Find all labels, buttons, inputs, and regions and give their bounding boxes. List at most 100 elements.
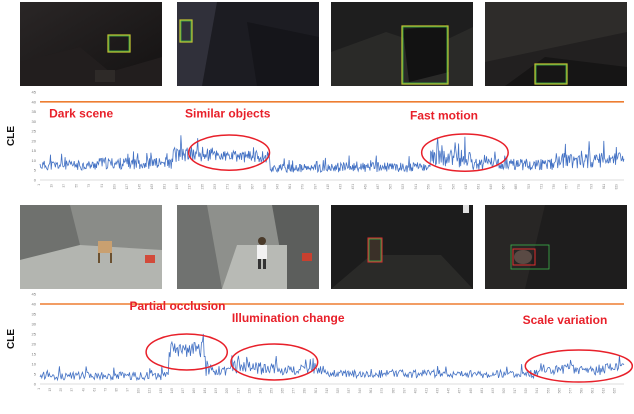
x-tick-label: 775 — [577, 184, 581, 190]
x-tick-label: 73 — [103, 388, 107, 392]
x-tick-label: 523 — [401, 184, 405, 190]
x-tick-label: 265 — [281, 388, 285, 394]
y-tick-label: 5 — [34, 168, 37, 173]
y-tick-label: 45 — [32, 292, 37, 297]
x-tick-label: 181 — [163, 184, 167, 190]
x-tick-label: 517 — [513, 388, 517, 394]
x-tick-label: 325 — [263, 184, 267, 190]
annotation-label: Dark scene — [49, 106, 113, 120]
y-tick-label: 35 — [32, 109, 37, 114]
y-tick-label: 45 — [32, 90, 37, 95]
x-tick-label: 601 — [591, 388, 595, 394]
scene-image — [485, 205, 627, 289]
x-tick-label: 505 — [389, 184, 393, 190]
x-tick-label: 271 — [225, 184, 229, 190]
scene-image — [177, 2, 319, 86]
x-tick-label: 19 — [50, 184, 54, 188]
x-tick-label: 61 — [92, 388, 96, 392]
x-tick-label: 157 — [181, 388, 185, 394]
y-axis-label: CLE — [6, 126, 17, 146]
x-tick-label: 577 — [568, 388, 572, 394]
annotation-label: Fast motion — [410, 108, 478, 122]
y-tick-label: 10 — [32, 362, 37, 367]
x-tick-label: 721 — [539, 184, 543, 190]
x-tick-label: 289 — [238, 184, 242, 190]
x-tick-label: 445 — [447, 388, 451, 394]
x-tick-label: 613 — [464, 184, 468, 190]
scene-image — [177, 205, 319, 289]
x-tick-label: 577 — [439, 184, 443, 190]
x-tick-label: 649 — [489, 184, 493, 190]
thumbnail-dark-close — [485, 205, 627, 289]
x-tick-label: 541 — [535, 388, 539, 394]
y-tick-label: 25 — [32, 129, 37, 134]
x-tick-label: 85 — [114, 388, 118, 392]
x-tick-label: 325 — [336, 388, 340, 394]
x-tick-label: 625 — [613, 388, 617, 394]
y-axis-label: CLE — [6, 329, 17, 349]
x-tick-label: 433 — [338, 184, 342, 190]
cle-series-line — [39, 135, 625, 174]
annotation-label: Similar objects — [185, 106, 271, 120]
x-tick-label: 505 — [502, 388, 506, 394]
x-tick-label: 589 — [579, 388, 583, 394]
y-tick-label: 10 — [32, 158, 37, 163]
y-tick-label: 15 — [32, 352, 37, 357]
x-tick-label: 307 — [251, 184, 255, 190]
x-tick-label: 217 — [188, 184, 192, 190]
x-tick-label: 253 — [213, 184, 217, 190]
x-tick-label: 253 — [269, 388, 273, 394]
x-tick-label: 229 — [247, 388, 251, 394]
x-tick-label: 121 — [148, 388, 152, 394]
y-tick-label: 25 — [32, 332, 37, 337]
x-tick-label: 541 — [414, 184, 418, 190]
annotation-label: Partial occlusion — [129, 299, 225, 313]
x-tick-label: 205 — [225, 388, 229, 394]
y-tick-label: 20 — [32, 342, 37, 347]
x-tick-label: 49 — [81, 388, 85, 392]
x-tick-label: 433 — [436, 388, 440, 394]
cle-chart-2: CLE 0 5 10 15 20 25 30 35 40 45 1 13 25 37 49 61 73 85 97 10… — [0, 290, 634, 414]
thumbnail-hallway-chair — [20, 205, 162, 289]
x-tick-label: 37 — [70, 388, 74, 392]
x-tick-label: 421 — [424, 388, 428, 394]
thumbnail-hallway-child — [177, 205, 319, 289]
x-tick-label: 301 — [314, 388, 318, 394]
x-tick-label: 1 — [37, 388, 41, 390]
x-tick-label: 397 — [402, 388, 406, 394]
x-tick-label: 415 — [326, 184, 330, 190]
scene-image — [331, 205, 473, 289]
cle-chart-1: CLE 0 5 10 15 20 25 30 35 40 45 1 19 37 55 73 91 109 127 14… — [0, 88, 634, 200]
x-tick-label: 181 — [203, 388, 207, 394]
x-tick-label: 829 — [615, 184, 619, 190]
x-tick-label: 289 — [303, 388, 307, 394]
y-tick-label: 30 — [32, 119, 37, 124]
x-tick-label: 397 — [313, 184, 317, 190]
x-tick-label: 109 — [112, 184, 116, 190]
x-tick-label: 199 — [175, 184, 179, 190]
x-tick-label: 1 — [37, 184, 41, 186]
x-tick-label: 667 — [502, 184, 506, 190]
x-tick-label: 793 — [590, 184, 594, 190]
y-tick-label: 20 — [32, 138, 37, 143]
x-tick-label: 379 — [301, 184, 305, 190]
x-tick-label: 361 — [288, 184, 292, 190]
x-tick-label: 565 — [557, 388, 561, 394]
cle-chart-2-svg: CLE 0 5 10 15 20 25 30 35 40 45 1 13 25 37 49 61 73 85 97 10… — [6, 292, 634, 394]
x-tick-label: 613 — [602, 388, 606, 394]
x-tick-label: 469 — [364, 184, 368, 190]
x-tick-label: 145 — [170, 388, 174, 394]
x-tick-label: 13 — [48, 388, 52, 392]
x-tick-label: 277 — [292, 388, 296, 394]
x-tick-label: 193 — [214, 388, 218, 394]
annotation-circle — [524, 349, 634, 383]
thumbnail-dark-3 — [331, 2, 473, 86]
x-tick-label: 409 — [413, 388, 417, 394]
scene-image — [20, 2, 162, 86]
x-tick-label: 217 — [236, 388, 240, 394]
x-tick-label: 55 — [75, 184, 79, 188]
x-tick-label: 169 — [192, 388, 196, 394]
annotation-circle — [187, 134, 271, 171]
annotation-circle — [145, 333, 229, 371]
